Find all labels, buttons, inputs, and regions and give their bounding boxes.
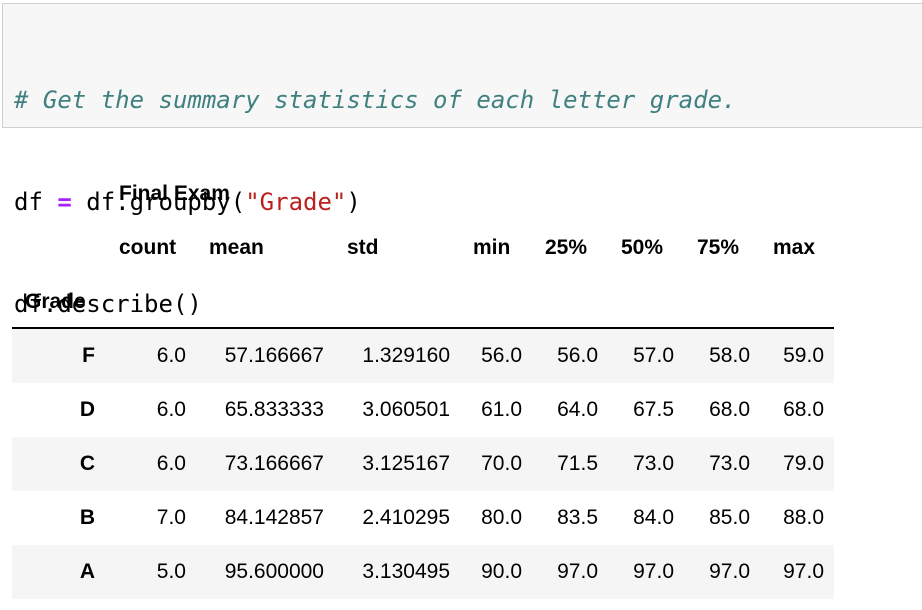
cell-std: 2.410295 [362, 506, 450, 529]
cell-25pct: 83.5 [557, 506, 598, 529]
column-header-25pct: 25% [545, 236, 588, 259]
cell-50pct: 73.0 [633, 452, 674, 475]
code-cell[interactable]: # Get the summary statistics of each let… [2, 3, 922, 318]
code-string-arg: "Grade" [245, 188, 347, 216]
cell-max: 59.0 [783, 344, 824, 367]
cell-75pct: 58.0 [709, 344, 750, 367]
code-describe-call: df.describe() [14, 290, 202, 318]
cell-std: 3.130495 [362, 560, 450, 583]
cell-mean: 95.600000 [224, 560, 324, 583]
column-header-count: count [119, 236, 177, 259]
cell-count: 7.0 [156, 506, 186, 529]
row-index-label: D [79, 398, 95, 421]
cell-75pct: 97.0 [709, 560, 750, 583]
cell-max: 79.0 [783, 452, 824, 475]
cell-min: 80.0 [481, 506, 522, 529]
code-lhs: df [14, 188, 43, 216]
column-header-mean: mean [209, 236, 264, 259]
cell-25pct: 71.5 [557, 452, 598, 475]
column-header-50pct: 50% [621, 236, 664, 259]
row-index-label: A [79, 560, 95, 583]
cell-25pct: 97.0 [557, 560, 598, 583]
cell-count: 5.0 [156, 560, 186, 583]
cell-mean: 73.166667 [224, 452, 324, 475]
top-level-column-header: Final Exam [119, 182, 230, 205]
cell-25pct: 56.0 [557, 344, 598, 367]
table-row: A 5.0 95.600000 3.130495 90.0 97.0 97.0 … [12, 545, 834, 599]
column-header-max: max [773, 236, 816, 259]
column-header-std: std [347, 236, 379, 259]
cell-50pct: 84.0 [633, 506, 674, 529]
cell-min: 90.0 [481, 560, 522, 583]
column-header-min: min [473, 236, 511, 259]
index-name-header: Grade [25, 290, 86, 313]
cell-max: 68.0 [783, 398, 824, 421]
row-index-label: C [79, 452, 95, 475]
cell-mean: 84.142857 [224, 506, 324, 529]
cell-50pct: 57.0 [633, 344, 674, 367]
column-header-75pct: 75% [697, 236, 740, 259]
code-comment: # Get the summary statistics of each let… [14, 86, 737, 114]
code-close-paren: ) [346, 188, 361, 216]
cell-75pct: 68.0 [709, 398, 750, 421]
cell-max: 88.0 [783, 506, 824, 529]
row-index-label: B [79, 506, 95, 529]
table-row: D 6.0 65.833333 3.060501 61.0 64.0 67.5 … [12, 383, 834, 437]
code-assign-operator: = [57, 188, 72, 216]
cell-50pct: 97.0 [633, 560, 674, 583]
code-line-comment: # Get the summary statistics of each let… [14, 83, 922, 117]
cell-25pct: 64.0 [557, 398, 598, 421]
cell-min: 70.0 [481, 452, 522, 475]
cell-min: 56.0 [481, 344, 522, 367]
table-row: F 6.0 57.166667 1.329160 56.0 56.0 57.0 … [12, 329, 834, 383]
cell-count: 6.0 [156, 344, 186, 367]
cell-std: 1.329160 [362, 344, 450, 367]
code-line-groupby: df = df.groupby("Grade") [14, 185, 922, 219]
table-row: C 6.0 73.166667 3.125167 70.0 71.5 73.0 … [12, 437, 834, 491]
cell-mean: 65.833333 [224, 398, 324, 421]
row-index-label: F [82, 344, 95, 367]
header-divider [12, 327, 834, 329]
cell-75pct: 85.0 [709, 506, 750, 529]
code-call: df.groupby( [86, 188, 246, 216]
cell-75pct: 73.0 [709, 452, 750, 475]
cell-count: 6.0 [156, 398, 186, 421]
cell-50pct: 67.5 [633, 398, 674, 421]
cell-std: 3.125167 [362, 452, 450, 475]
table-row: B 7.0 84.142857 2.410295 80.0 83.5 84.0 … [12, 491, 834, 545]
cell-std: 3.060501 [362, 398, 450, 421]
cell-mean: 57.166667 [224, 344, 324, 367]
code-line-describe: df.describe() [14, 287, 922, 321]
cell-count: 6.0 [156, 452, 186, 475]
cell-max: 97.0 [783, 560, 824, 583]
cell-min: 61.0 [481, 398, 522, 421]
